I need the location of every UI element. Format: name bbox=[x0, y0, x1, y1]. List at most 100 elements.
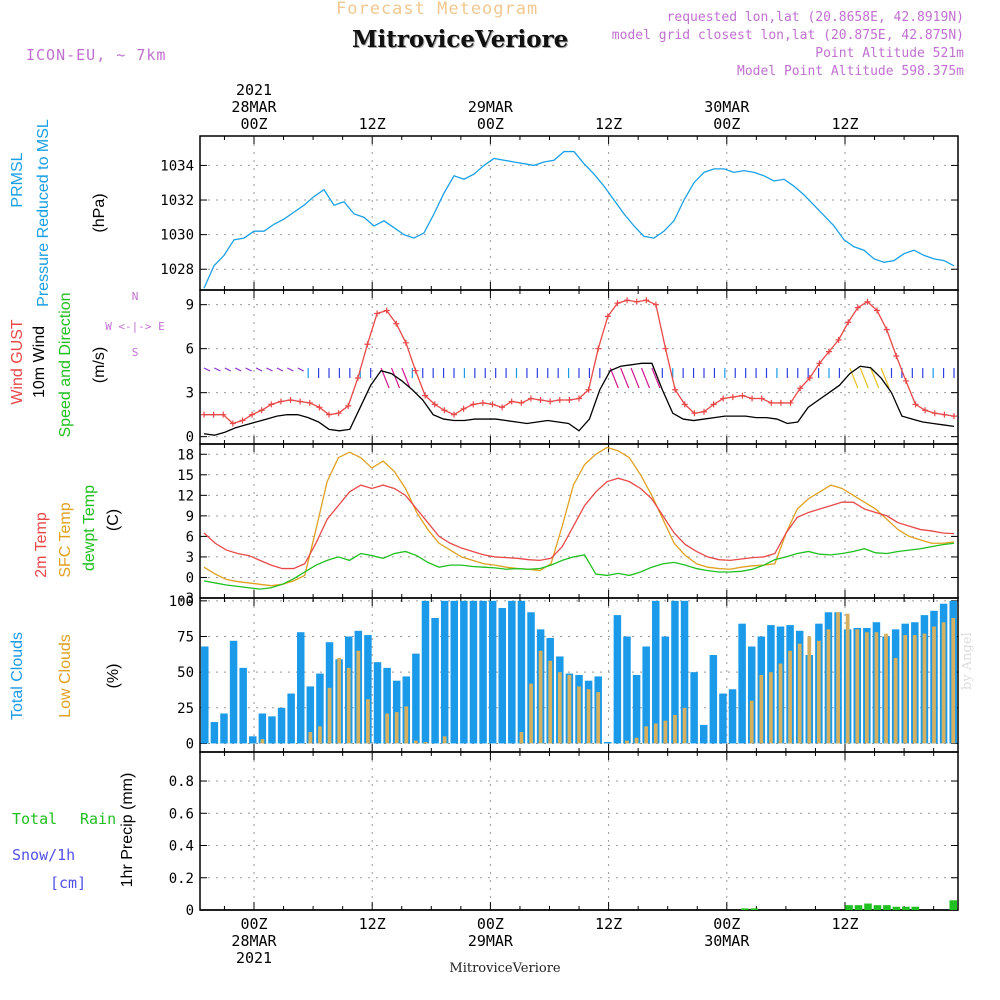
panel-frame-precip bbox=[199, 751, 959, 911]
total-cloud-bar bbox=[239, 667, 247, 744]
low-cloud-bar bbox=[529, 683, 533, 744]
gust-line bbox=[204, 299, 955, 425]
gust-mark bbox=[826, 348, 832, 355]
total-cloud-bar bbox=[632, 675, 641, 744]
total-cloud-bar bbox=[373, 662, 382, 744]
gust-mark bbox=[374, 310, 381, 317]
time-label-top: 28MAR bbox=[231, 98, 277, 116]
low-cloud-bar bbox=[366, 699, 370, 744]
y-tick-label: 3 bbox=[186, 550, 194, 566]
total-clouds-label: Total Clouds bbox=[9, 632, 26, 720]
gust-mark bbox=[816, 360, 823, 367]
total-cloud-bar bbox=[210, 722, 219, 744]
y-tick-label: 3 bbox=[186, 386, 194, 402]
wind-arrow bbox=[224, 367, 232, 372]
low-cloud-bar bbox=[423, 742, 428, 744]
total-cloud-bar bbox=[297, 632, 305, 744]
y-tick-label: 6 bbox=[186, 342, 194, 358]
gust-mark bbox=[326, 411, 332, 418]
wind-unit: (m/s) bbox=[91, 347, 108, 383]
gust-mark bbox=[297, 398, 304, 405]
gust-mark bbox=[854, 304, 861, 311]
gust-mark bbox=[758, 395, 765, 402]
y-tick-label: 0 bbox=[186, 430, 194, 446]
low-cloud-bar bbox=[337, 657, 341, 744]
low-cloud-bar bbox=[903, 635, 908, 744]
total-cloud-bar bbox=[642, 646, 650, 744]
gust-mark bbox=[729, 394, 736, 401]
low-cloud-bar bbox=[759, 675, 764, 744]
low-cloud-bar bbox=[807, 636, 812, 744]
wind-speed-dir-label: Speed and Direction bbox=[57, 293, 74, 438]
total-cloud-bar bbox=[229, 640, 238, 744]
model-label: ICON-EU, ~ 7km bbox=[26, 46, 167, 64]
precip-label: 1hr Precip (mm) bbox=[119, 773, 136, 888]
time-label-top: 29MAR bbox=[468, 98, 514, 116]
gust-mark bbox=[393, 320, 400, 327]
total-cloud-bar bbox=[517, 600, 526, 744]
low-cloud-bar bbox=[346, 667, 351, 744]
wind-arrow bbox=[870, 367, 880, 389]
gust-mark bbox=[835, 336, 842, 343]
precip-bar bbox=[873, 905, 882, 910]
low-cloud-bar bbox=[951, 617, 956, 744]
wind-arrow bbox=[849, 367, 859, 389]
low-cloud-bar bbox=[260, 739, 265, 744]
gust-label: Wind GUST bbox=[9, 319, 26, 405]
sfc-label: SFC Temp bbox=[57, 502, 74, 577]
low-cloud-bar bbox=[836, 612, 840, 744]
gust-mark bbox=[499, 404, 506, 411]
gust-mark bbox=[354, 375, 361, 381]
time-label-top: 12Z bbox=[595, 115, 622, 133]
low-cloud-bar bbox=[519, 732, 524, 744]
gust-mark bbox=[201, 411, 207, 418]
dewpt-label: dewpt Temp bbox=[81, 485, 98, 571]
y-tick-label: 1034 bbox=[160, 158, 194, 174]
y-tick-label: 1032 bbox=[160, 193, 194, 209]
low-cloud-bar bbox=[596, 692, 601, 744]
clouds-unit: (%) bbox=[105, 664, 122, 689]
time-label-top: 00Z bbox=[240, 115, 267, 133]
low-cloud-bar bbox=[749, 700, 754, 744]
total-cloud-bar bbox=[671, 600, 679, 744]
total-cloud-bar bbox=[488, 600, 497, 744]
wind-arrow bbox=[620, 367, 630, 389]
total-cloud-bar bbox=[680, 600, 689, 744]
compass-s: S bbox=[132, 346, 139, 359]
low-cloud-bar bbox=[308, 732, 313, 744]
gust-mark bbox=[652, 301, 659, 308]
gust-mark bbox=[470, 401, 477, 408]
y-tick-label: 0.8 bbox=[169, 774, 194, 790]
low-cloud-bar bbox=[567, 675, 572, 744]
snow-unit: [cm] bbox=[50, 874, 86, 892]
time-label-bottom: 12Z bbox=[831, 915, 858, 933]
total-cloud-bar bbox=[249, 736, 257, 744]
precip-bar bbox=[892, 906, 901, 910]
wind-arrow bbox=[880, 367, 890, 389]
low-cloud-bar bbox=[864, 632, 869, 744]
y-tick-label: 9 bbox=[186, 509, 194, 525]
panel-frame-temperature bbox=[199, 443, 959, 599]
total-cloud-bar bbox=[469, 600, 478, 744]
gust-mark bbox=[431, 401, 438, 408]
gust-mark bbox=[604, 313, 611, 320]
total-cloud-bar bbox=[690, 672, 698, 744]
gust-mark bbox=[287, 397, 294, 403]
wind-arrow bbox=[266, 367, 273, 372]
subtitle: Forecast Meteogram bbox=[336, 0, 539, 19]
gust-mark bbox=[402, 339, 409, 346]
precip-bar bbox=[741, 908, 749, 910]
gust-mark bbox=[412, 367, 419, 374]
gust-mark bbox=[931, 410, 938, 417]
gust-mark bbox=[720, 395, 727, 402]
gust-mark bbox=[566, 397, 573, 403]
wind-arrow bbox=[651, 367, 661, 389]
point-altitude: Point Altitude 521m bbox=[815, 46, 964, 61]
total-cloud-bar bbox=[201, 646, 209, 744]
low-cloud-bar bbox=[682, 707, 687, 744]
time-label-top: 12Z bbox=[831, 115, 858, 133]
gust-mark bbox=[701, 408, 707, 415]
gust-mark bbox=[422, 392, 429, 399]
wind-arrow bbox=[287, 367, 294, 372]
